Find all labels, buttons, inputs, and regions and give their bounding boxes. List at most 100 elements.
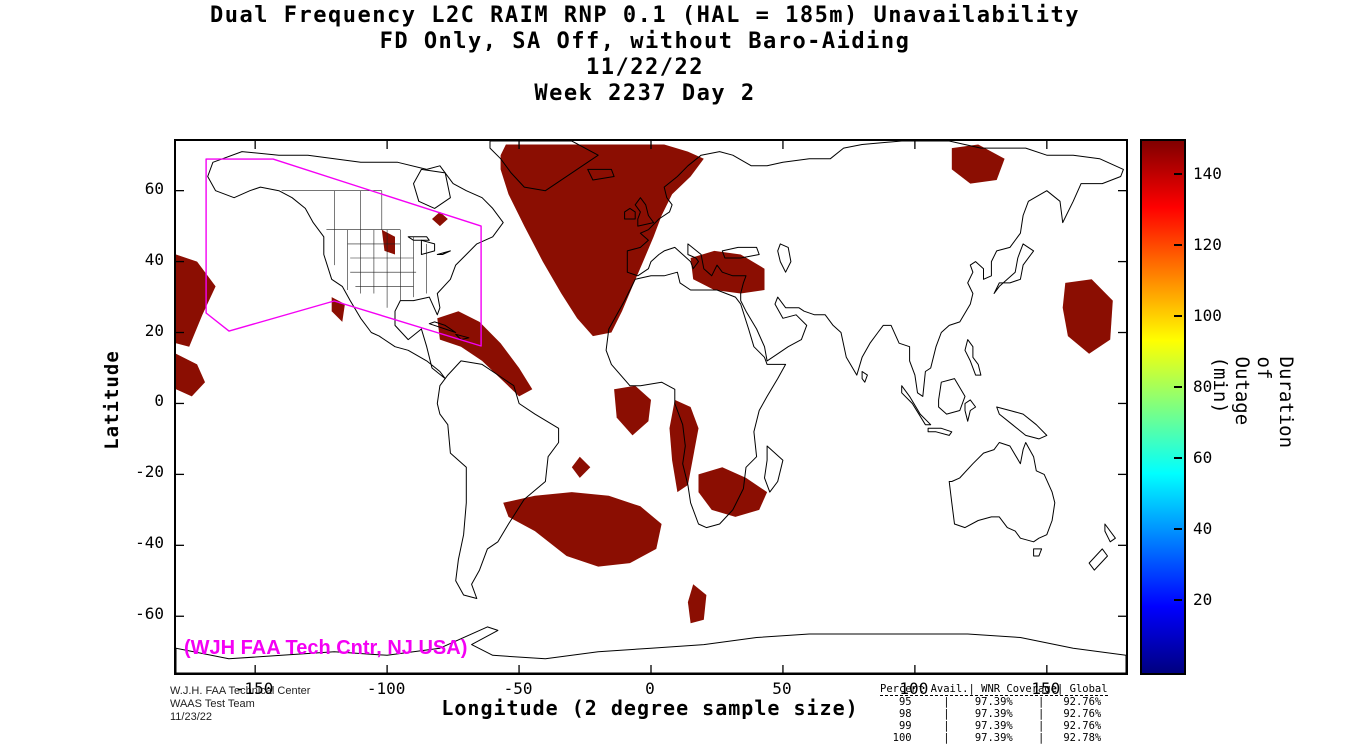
colorbar-tick-mark	[1174, 244, 1182, 247]
coastline	[587, 168, 615, 181]
colorbar-gradient	[1142, 141, 1184, 673]
service-volume-label: (WJH FAA Tech Cntr, NJ USA)	[184, 637, 468, 659]
colorbar	[1140, 139, 1186, 675]
coastline	[634, 197, 655, 227]
coastline	[1088, 548, 1108, 571]
outage-region-south-atlantic-small	[571, 456, 591, 478]
outage-region-pacific-west-edge-equatorial	[176, 353, 205, 397]
colorbar-tick-mark	[1174, 315, 1182, 318]
x-tick-label: 50	[772, 679, 792, 698]
coastline	[964, 339, 982, 376]
coastline	[721, 246, 760, 259]
x-tick-label: -50	[503, 679, 533, 698]
outage-region-greenland-north-atlantic	[500, 144, 704, 337]
colorbar-tick-label: 120	[1193, 235, 1222, 255]
coastline	[436, 360, 560, 599]
credits-line-2: WAAS Test Team	[170, 698, 255, 710]
colorbar-tick-mark	[1174, 173, 1182, 176]
outage-region-angola-coast	[669, 399, 699, 493]
stats-row: 98 | 97.39% | 92.76%	[880, 708, 1102, 720]
y-tick-label: 40	[144, 249, 164, 269]
coastlines-layer	[176, 141, 1126, 673]
coastline	[964, 399, 977, 422]
title-line-1: Dual Frequency L2C RAIM RNP 0.1 (HAL = 1…	[210, 3, 1080, 28]
outage-region-south-of-africa-small	[687, 584, 707, 624]
colorbar-tick-label: 80	[1193, 377, 1213, 397]
coastline	[436, 250, 451, 255]
colorbar-tick-label: 60	[1193, 448, 1213, 468]
coastline	[428, 321, 457, 333]
coastline	[413, 168, 451, 209]
coastline	[489, 141, 599, 192]
coastline	[1104, 523, 1116, 543]
title-line-4-week: Week 2237 Day 2	[534, 81, 756, 106]
plot-area: (WJH FAA Tech Cntr, NJ USA)	[174, 139, 1128, 675]
coastline	[624, 207, 636, 220]
outage-regions-layer	[176, 144, 1113, 624]
coastline	[777, 243, 792, 273]
coastline	[605, 271, 787, 529]
outage-region-southern-africa	[698, 467, 768, 517]
coastline	[1033, 548, 1043, 557]
colorbar-label: Duration of Outage (min)	[1209, 356, 1297, 449]
coastline	[764, 445, 784, 493]
stats-row: 99 | 97.39% | 92.76%	[880, 720, 1102, 732]
outage-region-east-siberia	[951, 144, 1005, 184]
outage-region-northern-plains-small	[381, 229, 395, 255]
x-tick-label: 150	[1031, 679, 1061, 698]
coastline	[948, 442, 1056, 543]
x-tick-label: -150	[234, 679, 274, 698]
x-tick-label: 0	[645, 679, 655, 698]
colorbar-tick-mark	[1174, 528, 1182, 531]
title-line-3-date: 11/22/22	[586, 55, 704, 80]
coastline	[407, 236, 430, 241]
y-tick-label: -40	[135, 533, 164, 553]
outage-region-south-atlantic	[503, 492, 662, 567]
world-map	[176, 141, 1126, 673]
credits-line-1: W.J.H. FAA Technical Center	[170, 685, 311, 697]
outage-region-quebec-small	[432, 211, 448, 227]
coastline	[455, 333, 470, 341]
y-tick-label: 20	[144, 320, 164, 340]
x-tick-label: 100	[899, 679, 929, 698]
colorbar-tick-mark	[1174, 386, 1182, 389]
coastline	[420, 239, 436, 255]
coastline	[927, 427, 953, 436]
stats-row: 100 | 97.39% | 92.78%	[880, 732, 1102, 744]
outage-region-gulf-of-guinea	[614, 385, 651, 436]
outage-region-west-pacific	[1062, 279, 1113, 354]
title-block: Dual Frequency L2C RAIM RNP 0.1 (HAL = 1…	[0, 3, 1290, 107]
colorbar-tick-label: 40	[1193, 519, 1213, 539]
outage-region-caribbean-band	[437, 311, 533, 397]
colorbar-tick-mark	[1174, 599, 1182, 602]
colorbar-tick-label: 20	[1193, 590, 1213, 610]
y-tick-label: -20	[135, 462, 164, 482]
y-tick-label: 0	[154, 391, 164, 411]
coastline	[938, 378, 966, 415]
coastline	[207, 151, 504, 380]
coastline	[626, 141, 1124, 397]
y-tick-label: 60	[144, 178, 164, 198]
state-boundaries-layer	[281, 190, 427, 308]
title-line-2: FD Only, SA Off, without Baro-Aiding	[379, 29, 911, 54]
axis-ticks-layer	[176, 141, 1126, 673]
coastline	[176, 626, 1126, 673]
coastline	[861, 371, 868, 383]
stats-table-header: Percent Avail.| WNR Coverage| Global	[880, 683, 1108, 696]
availability-stats-table: Percent Avail.| WNR Coverage| Global 95 …	[880, 683, 1108, 744]
credits-block: W.J.H. FAA Technical Center WAAS Test Te…	[170, 685, 310, 724]
credits-line-3: 11/23/22	[170, 711, 213, 723]
coastline	[993, 243, 1035, 294]
colorbar-tick-mark	[1174, 457, 1182, 460]
coastline	[901, 385, 932, 426]
colorbar-tick-label: 100	[1193, 306, 1222, 326]
service-volume-layer	[205, 158, 482, 347]
coastline	[996, 406, 1048, 440]
x-tick-label: -100	[366, 679, 406, 698]
x-axis-label: Longitude (2 degree sample size)	[441, 696, 859, 720]
stats-row: 95 | 97.39% | 92.76%	[880, 696, 1102, 708]
colorbar-tick-label: 140	[1193, 164, 1222, 184]
outage-region-turkey-middle-east	[690, 250, 765, 294]
service-volume-boundary	[205, 158, 482, 347]
y-tick-label: -60	[135, 604, 164, 624]
